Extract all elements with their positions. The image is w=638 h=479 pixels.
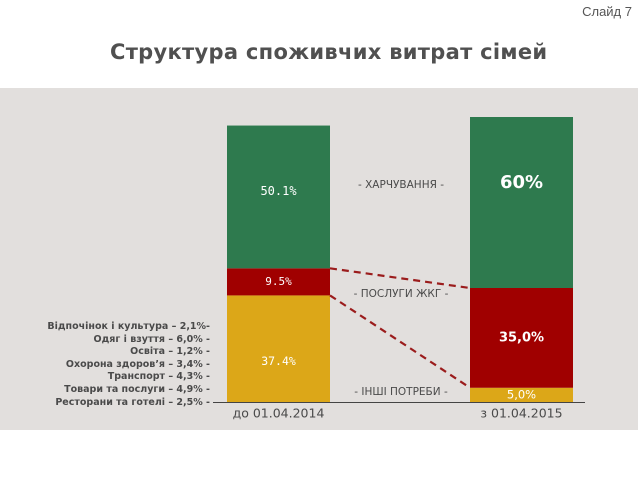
- x-tick-label: з 01.04.2015: [480, 406, 562, 421]
- series-label: - ПОСЛУГИ ЖКГ -: [354, 288, 449, 300]
- data-label: 35,0%: [499, 330, 544, 345]
- breakdown-item: Освіта – 1,2% -: [130, 346, 210, 358]
- breakdown-item: Відпочінок і культура – 2,1%-: [47, 321, 210, 332]
- connector-line: [329, 294, 471, 389]
- x-tick-label: до 01.04.2014: [233, 406, 325, 421]
- bar-segment-utilities: [227, 268, 330, 296]
- series-label: - ІНШІ ПОТРЕБИ -: [354, 386, 448, 398]
- bar-segment-other: [227, 295, 330, 402]
- bar-segment-utilities: [470, 288, 573, 388]
- data-label: 9.5%: [265, 275, 292, 288]
- bar-segment-food: [470, 117, 573, 288]
- data-label: 60%: [500, 172, 543, 193]
- bar-segment-food: [227, 125, 330, 269]
- data-label: 37.4%: [261, 354, 296, 368]
- bar-segment-other: [470, 387, 573, 402]
- breakdown-item: Товари та послуги – 4,9% -: [64, 383, 210, 395]
- series-label: - ХАРЧУВАННЯ -: [358, 179, 444, 191]
- breakdown-item: Охорона здоров’я – 3,4% -: [65, 358, 210, 370]
- other-breakdown-list: Відпочінок і культура – 2,1%- Одяг і взу…: [47, 321, 210, 409]
- breakdown-item: Ресторани та готелі – 2,5% -: [55, 396, 210, 408]
- data-label: 50.1%: [260, 184, 297, 198]
- breakdown-item: Транспорт – 4,3% -: [107, 371, 210, 383]
- data-label: 5,0%: [507, 387, 536, 401]
- page-title: Структура споживчих витрат сімей: [110, 40, 548, 64]
- slide-number: Слайд 7: [582, 4, 632, 19]
- breakdown-item: Одяг і взуття – 6,0% -: [93, 333, 210, 345]
- connector-line: [329, 267, 471, 290]
